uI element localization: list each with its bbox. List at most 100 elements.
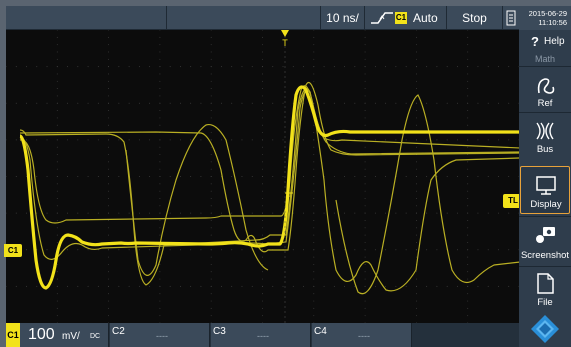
- grid-dot: [251, 285, 253, 287]
- file-label: File: [537, 297, 553, 308]
- grid-dot: [118, 102, 120, 104]
- ref-icon: [537, 78, 555, 94]
- grid-dot: [498, 249, 499, 251]
- camera-icon: [536, 227, 555, 243]
- grid-dot: [364, 315, 366, 317]
- grid-dot: [415, 36, 417, 38]
- grid-dot: [292, 249, 294, 251]
- grid-dot: [313, 249, 315, 251]
- channel-c4-box[interactable]: C4 ----: [312, 323, 412, 347]
- grid: [6, 30, 519, 323]
- grid-dot: [56, 198, 58, 199]
- grid-dot: [200, 249, 202, 251]
- channel-offset-marker[interactable]: C1: [4, 244, 22, 257]
- trigger-channel-badge: C1: [395, 12, 407, 24]
- grid-dot: [200, 176, 202, 177]
- grid-dot: [272, 212, 274, 214]
- help-button[interactable]: ? Help Math: [519, 30, 571, 66]
- grid-dot: [97, 102, 99, 104]
- grid-dot: [313, 234, 315, 236]
- grid-dot: [333, 212, 335, 214]
- timebase-button[interactable]: 10 ns/: [320, 6, 364, 30]
- grid-dot: [415, 190, 417, 192]
- grid-dot: [210, 307, 212, 309]
- grid-dot: [467, 315, 469, 317]
- grid-dot: [364, 117, 366, 119]
- grid-dot: [487, 249, 489, 251]
- screenshot-button[interactable]: Screenshot: [519, 216, 571, 264]
- grid-dot: [97, 139, 99, 141]
- grid-dot: [77, 66, 79, 68]
- toolbar-empty-slot[interactable]: [166, 6, 320, 30]
- trigger-position-marker[interactable]: [281, 30, 289, 37]
- grid-dot: [108, 139, 110, 141]
- trigger-button[interactable]: C1 Auto: [364, 6, 446, 30]
- channel-c1-box[interactable]: C1 100 mV/ DC: [6, 323, 109, 347]
- bus-button[interactable]: Bus: [519, 112, 571, 158]
- trigger-level-marker[interactable]: TL: [503, 194, 523, 208]
- file-button[interactable]: File: [519, 266, 571, 310]
- grid-dot: [210, 110, 212, 112]
- grid-dot: [415, 227, 417, 229]
- grid-dot: [97, 212, 99, 214]
- grid-dot: [26, 66, 27, 68]
- grid-dot: [231, 66, 233, 68]
- grid-dot: [56, 300, 58, 302]
- grid-dot: [456, 176, 458, 177]
- memory-button[interactable]: [502, 6, 519, 30]
- grid-dot: [487, 139, 489, 141]
- grid-dot: [467, 263, 469, 265]
- grid-dot: [436, 139, 438, 141]
- grid-dot: [159, 176, 161, 177]
- toolbar-empty-slot[interactable]: [6, 6, 166, 30]
- grid-dot: [364, 198, 366, 199]
- grid-dot: [210, 88, 212, 90]
- grid-dot: [467, 139, 469, 141]
- c1-scale-unit: mV/: [62, 331, 80, 342]
- timebase-value: 10 ns/: [326, 11, 359, 25]
- grid-dot: [200, 66, 202, 68]
- grid-dot: [169, 139, 171, 141]
- logo-button[interactable]: [519, 310, 571, 347]
- grid-dot: [67, 249, 69, 251]
- grid-dot: [467, 212, 469, 214]
- grid-dot: [415, 161, 417, 163]
- grid-dot: [210, 293, 212, 295]
- grid-dot: [508, 176, 510, 177]
- grid-dot: [272, 176, 274, 177]
- grid-dot: [159, 146, 161, 148]
- grid-dot: [241, 66, 243, 68]
- grid-dot: [159, 205, 161, 207]
- grid-dot: [108, 293, 110, 295]
- grid-dot: [210, 205, 212, 207]
- grid-dot: [436, 212, 438, 214]
- grid-dot: [118, 249, 120, 251]
- waveform-area[interactable]: T: [6, 30, 519, 323]
- grid-dot: [138, 102, 140, 104]
- grid-dot: [241, 176, 243, 177]
- display-button[interactable]: Display: [520, 166, 570, 214]
- grid-dot: [415, 278, 417, 280]
- grid-dot: [221, 212, 222, 214]
- run-stop-button[interactable]: Stop: [446, 6, 502, 30]
- ref-button[interactable]: Ref: [519, 66, 571, 112]
- grid-dot: [26, 212, 27, 214]
- grid-dot: [415, 176, 417, 177]
- grid-dot: [210, 117, 212, 119]
- grid-dot: [364, 234, 366, 236]
- grid-dot: [221, 66, 222, 68]
- grid-dot: [87, 102, 89, 104]
- grid-dot: [313, 66, 315, 68]
- grid-dot: [364, 51, 366, 53]
- grid-dot: [262, 293, 263, 295]
- channel-c3-box[interactable]: C3 ----: [211, 323, 311, 347]
- grid-dot: [364, 66, 366, 68]
- grid-dot: [56, 227, 58, 229]
- grid-dot: [118, 139, 120, 141]
- grid-dot: [231, 249, 233, 251]
- channel-c2-box[interactable]: C2 ----: [110, 323, 210, 347]
- grid-dot: [210, 183, 212, 185]
- rs-logo-icon: [531, 315, 559, 343]
- grid-dot: [395, 102, 397, 104]
- grid-dot: [169, 176, 171, 177]
